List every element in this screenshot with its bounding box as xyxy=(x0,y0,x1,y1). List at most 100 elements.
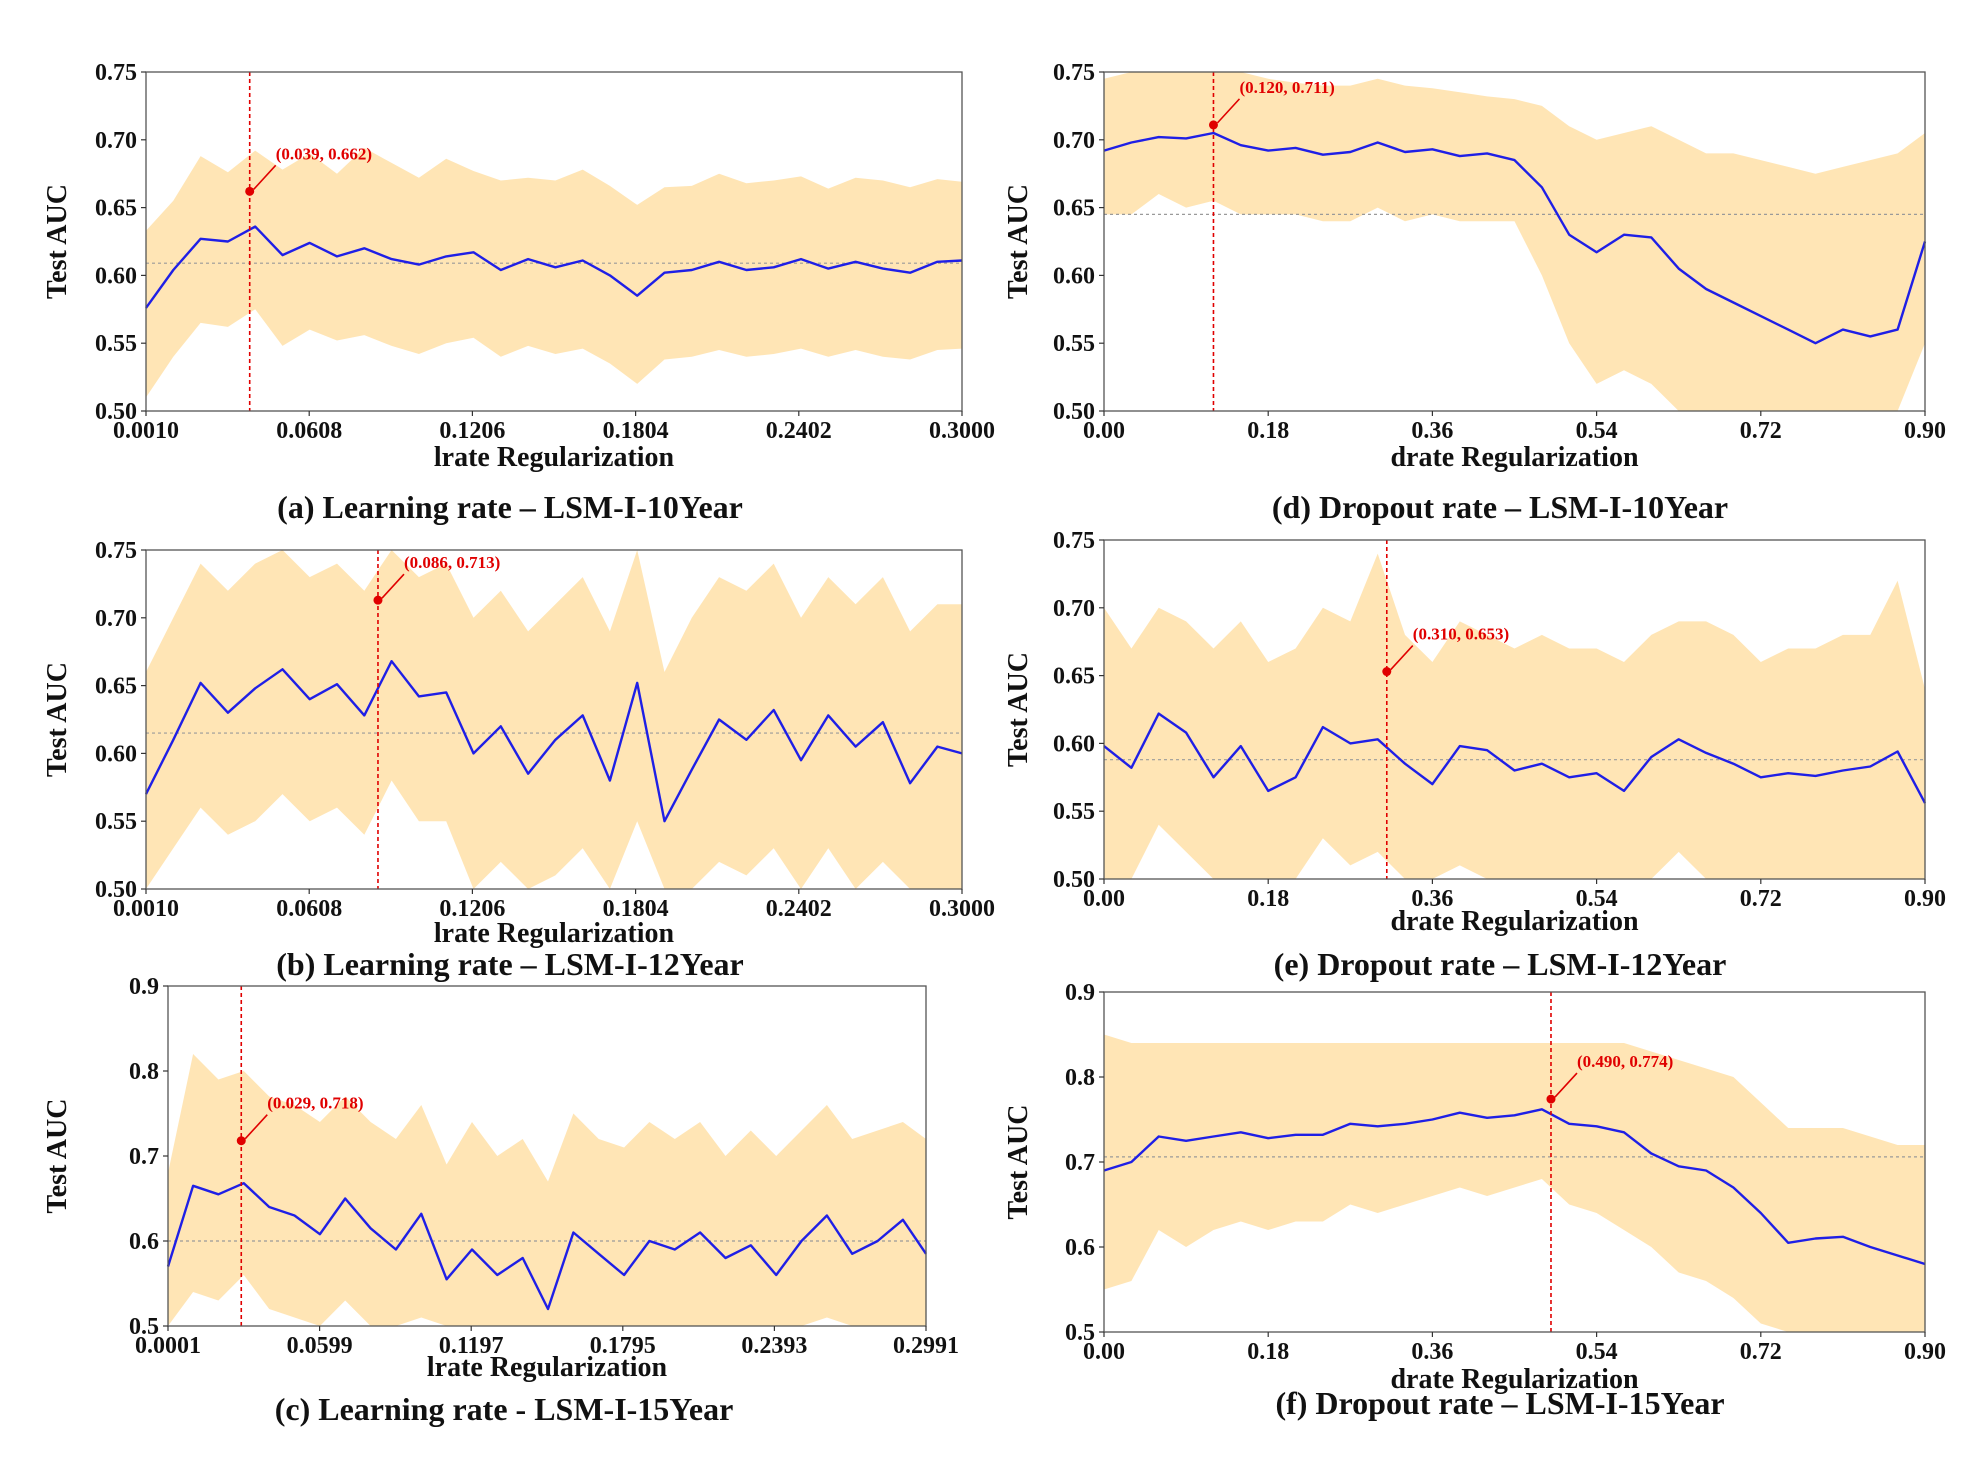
best-point xyxy=(1208,120,1218,130)
plot-area xyxy=(1104,992,1925,1332)
best-point xyxy=(1546,1094,1556,1104)
annotation-arrow xyxy=(244,1114,268,1140)
confidence-band xyxy=(1104,553,1925,879)
chart-panel-e: (0.310, 0.653) 0.50 0.55 0.60 0.65 0.70 0.75 0.… xyxy=(1003,528,1946,982)
x-tick-label: 0.0608 xyxy=(276,896,342,922)
y-tick-label: 0.70 xyxy=(1053,128,1095,154)
x-axis-label: lrate Regularization xyxy=(427,1352,668,1383)
annotation-label: (0.310, 0.653) xyxy=(1413,625,1509,644)
plot-area xyxy=(168,986,926,1326)
x-tick-label: 0.1206 xyxy=(439,896,505,922)
y-tick-label: 0.6 xyxy=(1065,1235,1095,1261)
chart-panel-b: (0.086, 0.713) 0.50 0.55 0.60 0.65 0.70 0.75 0.… xyxy=(42,538,995,982)
y-tick-label: 0.55 xyxy=(95,809,137,835)
annotation-label: (0.029, 0.718) xyxy=(267,1094,363,1113)
chart-panel-f: (0.490, 0.774) 0.5 0.6 0.7 0.8 0.9 0.00 0.18 0.3… xyxy=(1003,980,1946,1421)
x-axis-label: drate Regularization xyxy=(1390,906,1638,937)
confidence-band xyxy=(146,550,962,889)
x-axis-label: drate Regularization xyxy=(1390,1364,1638,1395)
y-tick-label: 0.9 xyxy=(1065,980,1095,1006)
y-axis-label: Test AUC xyxy=(1003,184,1034,299)
y-tick-label: 0.9 xyxy=(129,974,159,1000)
series-line xyxy=(144,660,963,823)
x-tick-label: 0.18 xyxy=(1247,418,1289,444)
x-tick-label: 0.72 xyxy=(1740,886,1782,912)
x-tick-label: 0.2402 xyxy=(766,418,832,444)
y-tick-label: 0.7 xyxy=(1065,1150,1095,1176)
annotation-arrow xyxy=(253,164,277,190)
best-point xyxy=(245,186,255,196)
x-tick-label: 0.36 xyxy=(1411,418,1453,444)
y-tick-label: 0.75 xyxy=(1053,528,1095,554)
best-point xyxy=(1382,667,1392,677)
y-tick-label: 0.50 xyxy=(1053,399,1095,425)
chart-caption: (c) Learning rate - LSM-I-15Year xyxy=(275,1391,734,1427)
series-line xyxy=(1103,1108,1926,1266)
x-tick-label: 0.1795 xyxy=(590,1333,656,1359)
confidence-band xyxy=(168,1054,926,1326)
x-tick-label: 0.00 xyxy=(1083,1339,1125,1365)
y-axis-label: Test AUC xyxy=(1003,1105,1034,1220)
plot-frame xyxy=(145,71,963,412)
x-tick-label: 0.2402 xyxy=(766,896,832,922)
x-tick-label: 0.54 xyxy=(1576,1339,1618,1365)
y-tick-label: 0.70 xyxy=(95,128,137,154)
confidence-band xyxy=(146,147,962,398)
annotation-label: (0.086, 0.713) xyxy=(404,553,500,572)
x-tick-label: 0.90 xyxy=(1904,418,1946,444)
x-tick-label: 0.36 xyxy=(1411,1339,1453,1365)
plot-area xyxy=(1104,540,1925,879)
y-tick-label: 0.70 xyxy=(1053,596,1095,622)
y-tick-label: 0.75 xyxy=(95,538,137,564)
annotation-label: (0.039, 0.662) xyxy=(276,144,372,163)
annotation-label: (0.490, 0.774) xyxy=(1577,1052,1673,1071)
chart-panel-c: (0.029, 0.718) 0.5 0.6 0.7 0.8 0.9 0.0001 0.059… xyxy=(42,974,959,1427)
x-tick-label: 0.2393 xyxy=(741,1333,807,1359)
y-tick-label: 0.5 xyxy=(129,1314,159,1340)
y-tick-label: 0.5 xyxy=(1065,1320,1095,1346)
y-tick-label: 0.75 xyxy=(95,60,137,86)
plot-area xyxy=(1104,72,1925,411)
y-tick-label: 0.65 xyxy=(1053,196,1095,222)
y-axis-label: Test AUC xyxy=(1003,652,1034,767)
y-tick-label: 0.8 xyxy=(1065,1065,1095,1091)
y-tick-label: 0.65 xyxy=(95,674,137,700)
y-tick-label: 0.6 xyxy=(129,1229,159,1255)
plot-area xyxy=(146,72,962,411)
x-tick-label: 0.3000 xyxy=(929,418,995,444)
annotation-arrow xyxy=(1390,644,1414,671)
chart-panel-a: (0.039, 0.662) 0.50 0.55 0.60 0.65 0.70 0.75 0.… xyxy=(42,60,995,525)
x-tick-label: 0.36 xyxy=(1411,886,1453,912)
confidence-band xyxy=(1104,1034,1925,1332)
series-line xyxy=(166,1182,927,1311)
x-tick-label: 0.3000 xyxy=(929,896,995,922)
x-tick-label: 0.0599 xyxy=(287,1333,353,1359)
x-tick-label: 0.54 xyxy=(1576,418,1618,444)
y-tick-label: 0.55 xyxy=(95,331,137,357)
plot-frame xyxy=(1103,539,1926,880)
chart-caption: (f) Dropout rate – LSM-I-15Year xyxy=(1275,1385,1724,1421)
y-tick-label: 0.55 xyxy=(1053,799,1095,825)
x-tick-label: 0.1206 xyxy=(439,418,505,444)
y-tick-label: 0.50 xyxy=(1053,867,1095,893)
series-line xyxy=(145,225,963,309)
x-tick-label: 0.0010 xyxy=(113,418,179,444)
series-line xyxy=(1103,712,1927,804)
x-axis-label: lrate Regularization xyxy=(434,918,675,949)
best-point xyxy=(373,595,383,605)
x-tick-label: 0.00 xyxy=(1083,418,1125,444)
y-tick-label: 0.8 xyxy=(129,1059,159,1085)
y-tick-label: 0.65 xyxy=(1053,664,1095,690)
annotation-label: (0.120, 0.711) xyxy=(1239,78,1334,97)
annotation-arrow xyxy=(1554,1072,1578,1098)
y-tick-label: 0.70 xyxy=(95,606,137,632)
y-axis-label: Test AUC xyxy=(42,662,73,777)
y-axis-label: Test AUC xyxy=(42,184,73,299)
y-tick-label: 0.60 xyxy=(1053,731,1095,757)
y-tick-label: 0.65 xyxy=(95,196,137,222)
x-tick-label: 0.90 xyxy=(1904,1339,1946,1365)
x-tick-label: 0.18 xyxy=(1247,886,1289,912)
confidence-band xyxy=(1104,72,1925,411)
y-tick-label: 0.50 xyxy=(95,399,137,425)
y-tick-label: 0.55 xyxy=(1053,331,1095,357)
